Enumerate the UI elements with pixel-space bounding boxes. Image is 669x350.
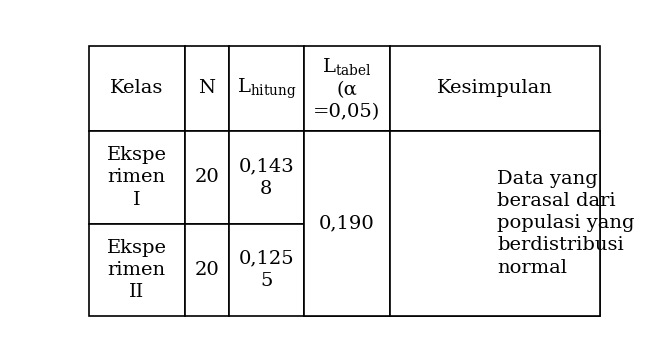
Bar — [304, 131, 389, 224]
Bar — [389, 46, 599, 131]
Bar — [304, 131, 389, 316]
Bar — [185, 46, 229, 131]
Bar — [389, 131, 599, 316]
Text: 20: 20 — [195, 261, 219, 279]
Bar — [389, 131, 599, 224]
Text: Ekspe
rimen
II: Ekspe rimen II — [107, 239, 167, 301]
Bar — [229, 131, 304, 224]
Bar — [304, 224, 389, 316]
Text: 0,143
8: 0,143 8 — [239, 157, 294, 197]
Text: Kesimpulan: Kesimpulan — [437, 79, 553, 98]
Text: Ekspe
rimen
I: Ekspe rimen I — [107, 146, 167, 209]
Text: N: N — [198, 79, 215, 98]
Text: 20: 20 — [195, 168, 219, 187]
Bar — [229, 224, 304, 316]
Bar — [89, 46, 185, 131]
Bar — [389, 224, 599, 316]
Bar — [185, 131, 229, 224]
Text: L$_{\mathregular{hitung}}$: L$_{\mathregular{hitung}}$ — [237, 76, 296, 101]
Bar — [304, 46, 389, 131]
Bar — [185, 224, 229, 316]
Bar — [229, 46, 304, 131]
Text: Kelas: Kelas — [110, 79, 163, 98]
Bar — [89, 131, 185, 224]
Bar — [89, 224, 185, 316]
Text: 0,190: 0,190 — [319, 214, 375, 232]
Text: Data yang
berasal dari
populasi yang
berdistribusi
normal: Data yang berasal dari populasi yang ber… — [497, 170, 635, 276]
Text: L$_{\mathregular{tabel}}$
(α
=0,05): L$_{\mathregular{tabel}}$ (α =0,05) — [313, 56, 381, 121]
Text: 0,125
5: 0,125 5 — [239, 250, 294, 290]
